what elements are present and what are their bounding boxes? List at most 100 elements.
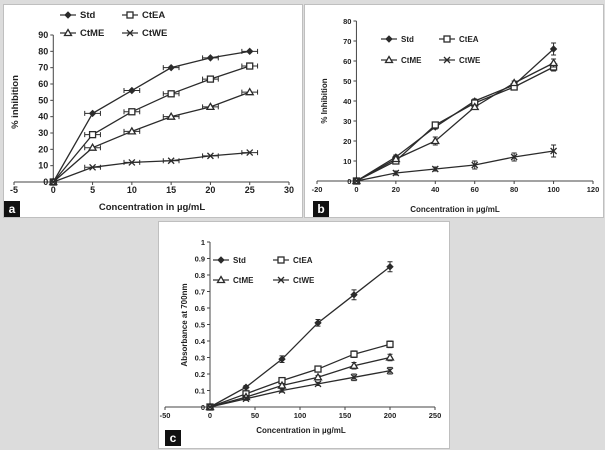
series-line — [356, 62, 554, 182]
data-point — [245, 87, 255, 96]
legend-item-ctme: CtME — [213, 275, 254, 285]
series-ctwe — [49, 149, 259, 186]
data-point — [550, 147, 558, 155]
y-tick-label: 30 — [343, 117, 351, 126]
x-tick-label: -5 — [10, 185, 18, 195]
x-tick-label: 30 — [284, 185, 294, 195]
y-tick-label: 80 — [38, 46, 48, 56]
legend-label: CtEA — [142, 10, 165, 21]
data-point — [350, 291, 358, 299]
data-point — [313, 372, 323, 381]
data-point — [206, 152, 214, 160]
data-point — [350, 373, 358, 381]
x-tick-label: -50 — [160, 411, 171, 420]
x-tick-label: 0 — [208, 411, 212, 420]
series-line — [52, 65, 250, 183]
data-point — [470, 102, 480, 111]
data-point — [242, 395, 250, 403]
x-tick-label: 40 — [431, 185, 439, 194]
x-tick-label: 60 — [471, 185, 479, 194]
data-point — [206, 75, 215, 83]
data-point — [509, 78, 519, 87]
legend-label: CtWE — [459, 56, 481, 65]
series-line — [209, 370, 391, 408]
legend-marker — [385, 35, 393, 43]
legend-marker — [384, 55, 394, 64]
panel-label-b: b — [313, 201, 329, 217]
data-point — [167, 157, 175, 165]
series-line — [209, 266, 391, 408]
series-line — [209, 356, 391, 408]
panel-label-a: a — [4, 201, 20, 217]
data-point — [510, 153, 518, 161]
x-tick-label: 50 — [251, 411, 259, 420]
legend-marker — [216, 275, 226, 284]
y-tick-label: 40 — [343, 97, 351, 106]
data-point — [167, 63, 175, 72]
legend-label: CtME — [80, 28, 104, 39]
series-ctme — [351, 58, 559, 185]
y-tick-label: 10 — [38, 161, 48, 171]
legend-item-std: Std — [213, 256, 246, 265]
x-tick-label: 100 — [294, 411, 307, 420]
legend-label: CtWE — [293, 276, 315, 285]
legend-label: Std — [233, 256, 246, 265]
series-line — [52, 50, 250, 183]
legend-marker — [443, 56, 451, 64]
chart-c: -50 0 50 100 150 200 250 0 0.1 0.2 0.3 0.4 0.5 0.6 0.7… — [160, 238, 442, 435]
data-point — [278, 387, 286, 394]
series-line — [356, 48, 555, 182]
data-point — [128, 158, 136, 166]
series-ctea — [49, 62, 259, 186]
y-tick-label: 0.9 — [195, 255, 205, 264]
y-tick-label: 0.2 — [195, 370, 205, 379]
legend-marker — [217, 256, 225, 264]
data-point — [430, 136, 440, 145]
data-point — [49, 178, 57, 186]
x-tick-label: 5 — [90, 185, 95, 195]
x-tick-label: 120 — [587, 185, 600, 194]
y-tick-label: 0.6 — [195, 304, 205, 313]
y-tick-label: 0.8 — [195, 271, 205, 280]
legend-label: CtME — [401, 56, 422, 65]
legend-item-ctwe: CtWE — [122, 28, 167, 39]
x-tick-label: 20 — [205, 185, 215, 195]
series-ctwe — [352, 144, 558, 185]
data-point — [167, 90, 175, 98]
series-ctwe — [206, 366, 394, 411]
x-tick-label: 15 — [166, 185, 176, 195]
data-point — [314, 380, 322, 388]
data-point — [431, 121, 439, 129]
x-axis-title: Concentration in µg/mL — [410, 205, 500, 214]
legend-item-ctea: CtEA — [122, 10, 165, 21]
data-point — [88, 109, 97, 118]
data-point — [278, 355, 286, 363]
chart-a: -5 0 5 10 15 20 25 30 0 10 20 30 40 50 60 70 80 90 Concent… — [10, 10, 294, 213]
chart-b: -20 0 20 40 60 80 100 120 0 10 20 30 40 50 60 70 80 Conce… — [312, 17, 600, 214]
data-point — [89, 163, 97, 171]
y-tick-label: 0.7 — [195, 288, 205, 297]
legend-label: Std — [80, 10, 96, 21]
y-axis-title: Absorbance at 700nm — [180, 283, 189, 366]
y-tick-label: 60 — [343, 57, 351, 66]
y-tick-label: 0.1 — [195, 387, 205, 396]
data-point — [205, 102, 216, 111]
series-line — [356, 66, 554, 182]
legend-label: CtEA — [293, 256, 313, 265]
data-point — [314, 319, 322, 327]
data-point — [386, 340, 394, 348]
x-axis-title: Concentration in µg/mL — [99, 202, 205, 213]
data-point — [127, 126, 137, 135]
x-tick-label: 10 — [127, 185, 137, 195]
data-point — [206, 54, 215, 62]
y-axis-title: % inhibition — [10, 75, 21, 129]
x-tick-label: -20 — [312, 185, 323, 194]
x-tick-label: 0 — [354, 185, 358, 194]
data-point — [431, 165, 439, 173]
series-line — [209, 343, 391, 408]
x-tick-label: 80 — [510, 185, 518, 194]
legend-label: CtWE — [142, 28, 167, 39]
legend-item-std: Std — [381, 35, 414, 44]
panel-a: -5 0 5 10 15 20 25 30 0 10 20 30 40 50 60 70 80 90 Concent… — [3, 4, 303, 218]
series-line — [356, 150, 554, 182]
